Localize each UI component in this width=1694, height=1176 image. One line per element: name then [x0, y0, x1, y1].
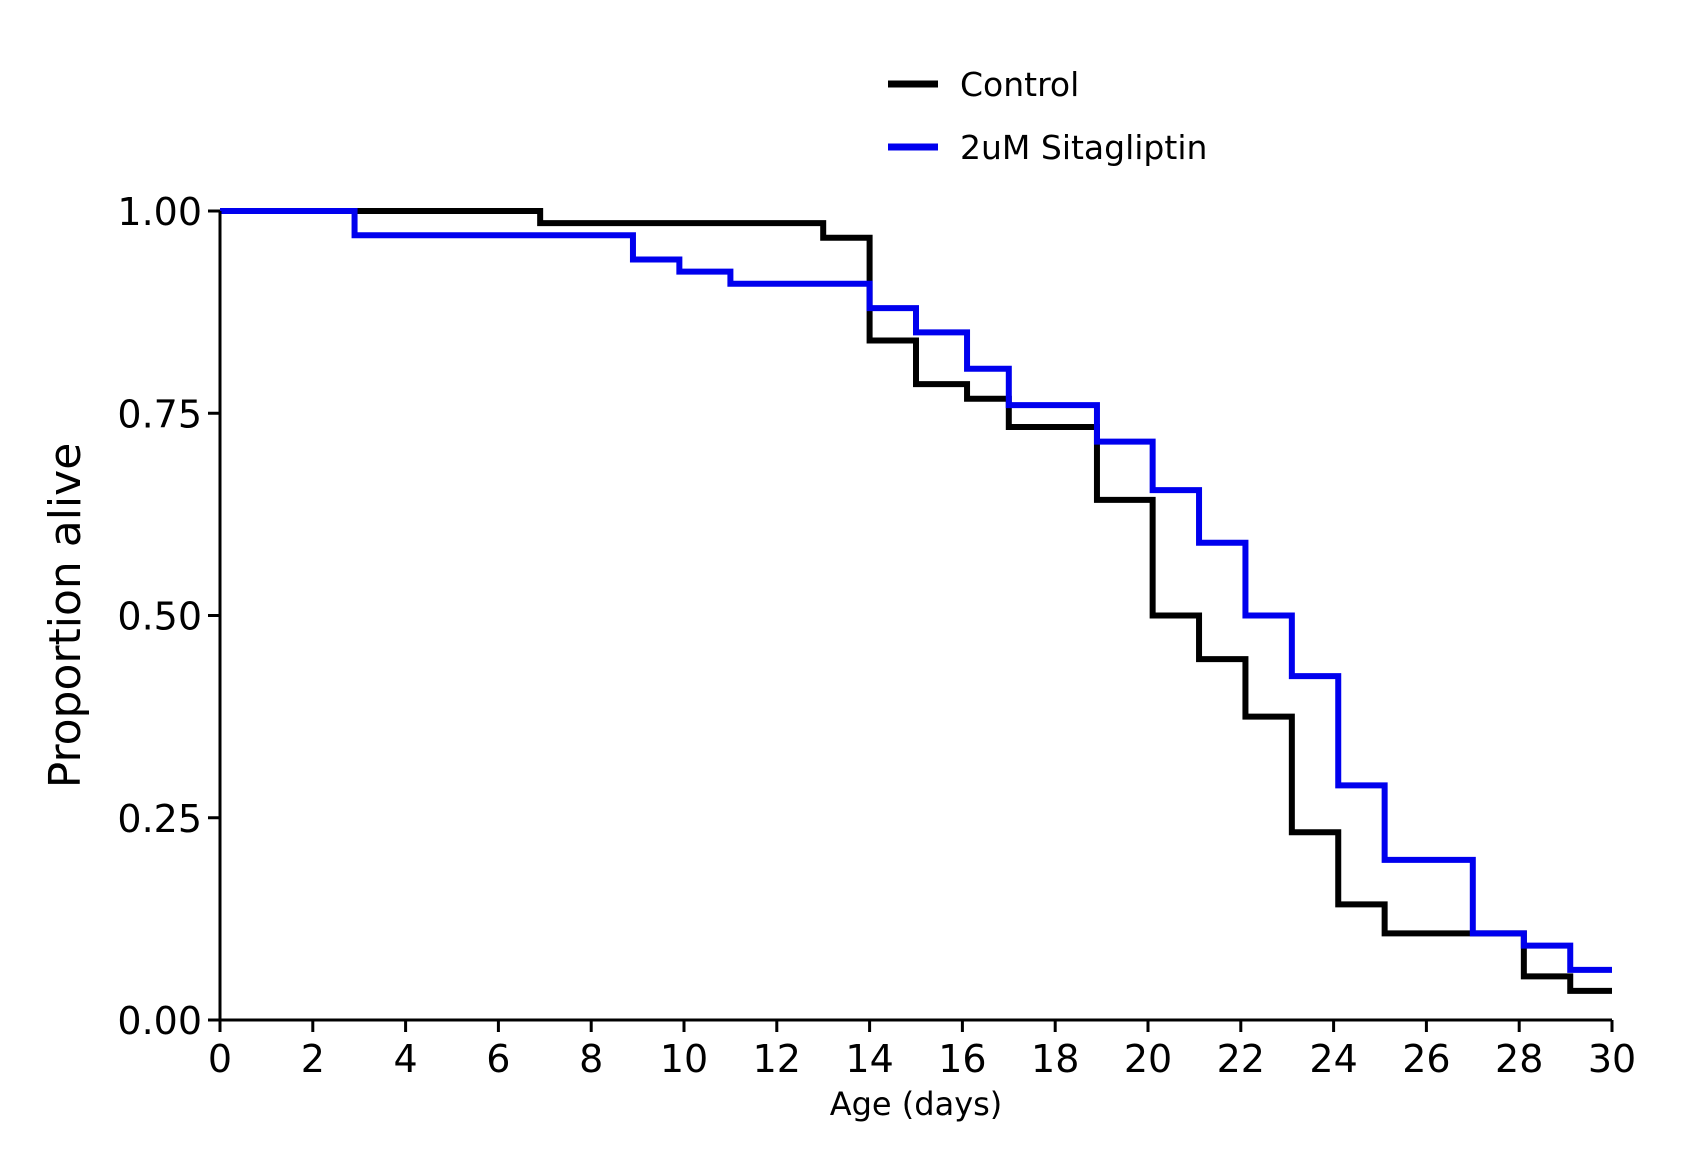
x-tick-label: 24	[1309, 1037, 1357, 1081]
y-tick-label: 0.75	[117, 392, 202, 436]
x-tick-label: 26	[1402, 1037, 1450, 1081]
x-axis-title: Age (days)	[830, 1085, 1003, 1123]
x-tick-label: 30	[1588, 1037, 1636, 1081]
y-axis-title: Proportion alive	[40, 443, 91, 789]
y-ticks: 0.00 0.25 0.50 0.75 1.00	[117, 190, 220, 1043]
legend-label: Control	[960, 65, 1079, 104]
x-tick-label: 4	[394, 1037, 418, 1081]
x-tick-label: 14	[845, 1037, 893, 1081]
series-line-1	[220, 208, 1612, 973]
x-tick-label: 18	[1031, 1037, 1079, 1081]
x-tick-label: 10	[660, 1037, 708, 1081]
x-tick-label: 20	[1124, 1037, 1172, 1081]
x-ticks: 0 2 4 6 8 10 12 14 16 18 20 22 24 26 28 30	[208, 1020, 1636, 1081]
x-tick-label: 0	[208, 1037, 232, 1081]
y-tick-label: 0.00	[117, 999, 202, 1043]
legend-label: 2uM Sitagliptin	[960, 128, 1207, 167]
x-tick-label: 6	[486, 1037, 510, 1081]
series-line-0	[220, 208, 1612, 994]
x-tick-label: 16	[938, 1037, 986, 1081]
x-tick-label: 22	[1217, 1037, 1265, 1081]
legend: Control 2uM Sitagliptin	[888, 65, 1207, 167]
x-tick-label: 8	[579, 1037, 603, 1081]
x-tick-label: 12	[753, 1037, 801, 1081]
y-tick-label: 0.25	[117, 797, 202, 841]
y-tick-label: 1.00	[117, 190, 202, 234]
x-tick-label: 28	[1495, 1037, 1543, 1081]
series-layer	[220, 208, 1612, 994]
x-tick-label: 2	[301, 1037, 325, 1081]
y-tick-label: 0.50	[117, 595, 202, 639]
